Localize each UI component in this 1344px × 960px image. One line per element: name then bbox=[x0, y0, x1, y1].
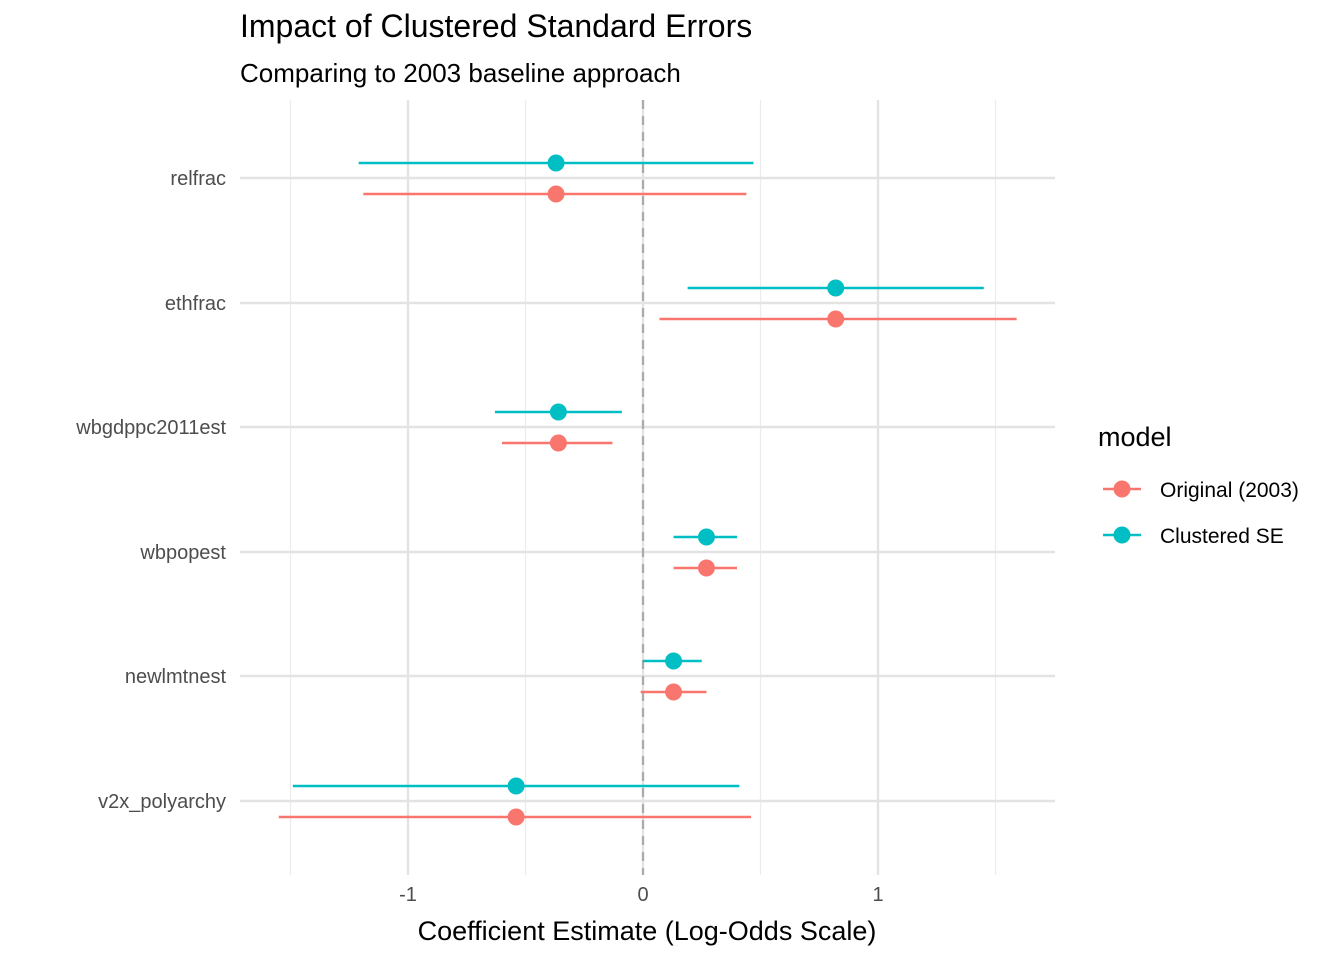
legend-label: Clustered SE bbox=[1160, 525, 1284, 548]
legend-item: Clustered SE bbox=[1103, 525, 1284, 548]
y-tick-label: relfrac bbox=[170, 168, 226, 190]
legend-key-point bbox=[1113, 526, 1131, 544]
legend: model Original (2003) Clustered SE bbox=[1098, 422, 1299, 548]
y-tick-label: wbgdppc2011est bbox=[75, 417, 226, 439]
estimate-point bbox=[827, 279, 845, 297]
estimate-point bbox=[507, 777, 525, 795]
y-tick-label: ethfrac bbox=[165, 293, 226, 315]
y-tick-label: v2x_polyarchy bbox=[98, 791, 226, 813]
legend-key-point bbox=[1113, 480, 1131, 498]
y-tick-label: newlmtnest bbox=[125, 666, 227, 688]
legend-title: model bbox=[1098, 422, 1172, 452]
legend-label: Original (2003) bbox=[1160, 479, 1299, 502]
estimate-point bbox=[827, 310, 845, 328]
x-tick-label: -1 bbox=[399, 884, 417, 906]
estimate-point bbox=[507, 808, 525, 826]
legend-item: Original (2003) bbox=[1103, 479, 1299, 502]
estimate-point bbox=[549, 403, 567, 421]
estimate-point bbox=[547, 154, 565, 172]
chart-title: Impact of Clustered Standard Errors bbox=[240, 8, 753, 44]
x-tick-label: 1 bbox=[872, 884, 883, 906]
marks-layer bbox=[278, 154, 1017, 826]
legend-items: Original (2003) Clustered SE bbox=[1103, 479, 1299, 548]
y-tick-label: wbpopest bbox=[139, 542, 226, 564]
x-tick-label: 0 bbox=[637, 884, 648, 906]
estimate-point bbox=[665, 652, 683, 670]
grid-layer bbox=[240, 100, 1055, 875]
estimate-point bbox=[547, 185, 565, 203]
chart-subtitle: Comparing to 2003 baseline approach bbox=[240, 58, 681, 88]
axis-layer: relfrac ethfrac wbgdppc2011est wbpopest newl… bbox=[75, 168, 883, 906]
x-axis-title: Coefficient Estimate (Log-Odds Scale) bbox=[418, 916, 877, 946]
estimate-point bbox=[697, 559, 715, 577]
estimate-point bbox=[697, 528, 715, 546]
estimate-point bbox=[549, 434, 567, 452]
estimate-point bbox=[665, 683, 683, 701]
